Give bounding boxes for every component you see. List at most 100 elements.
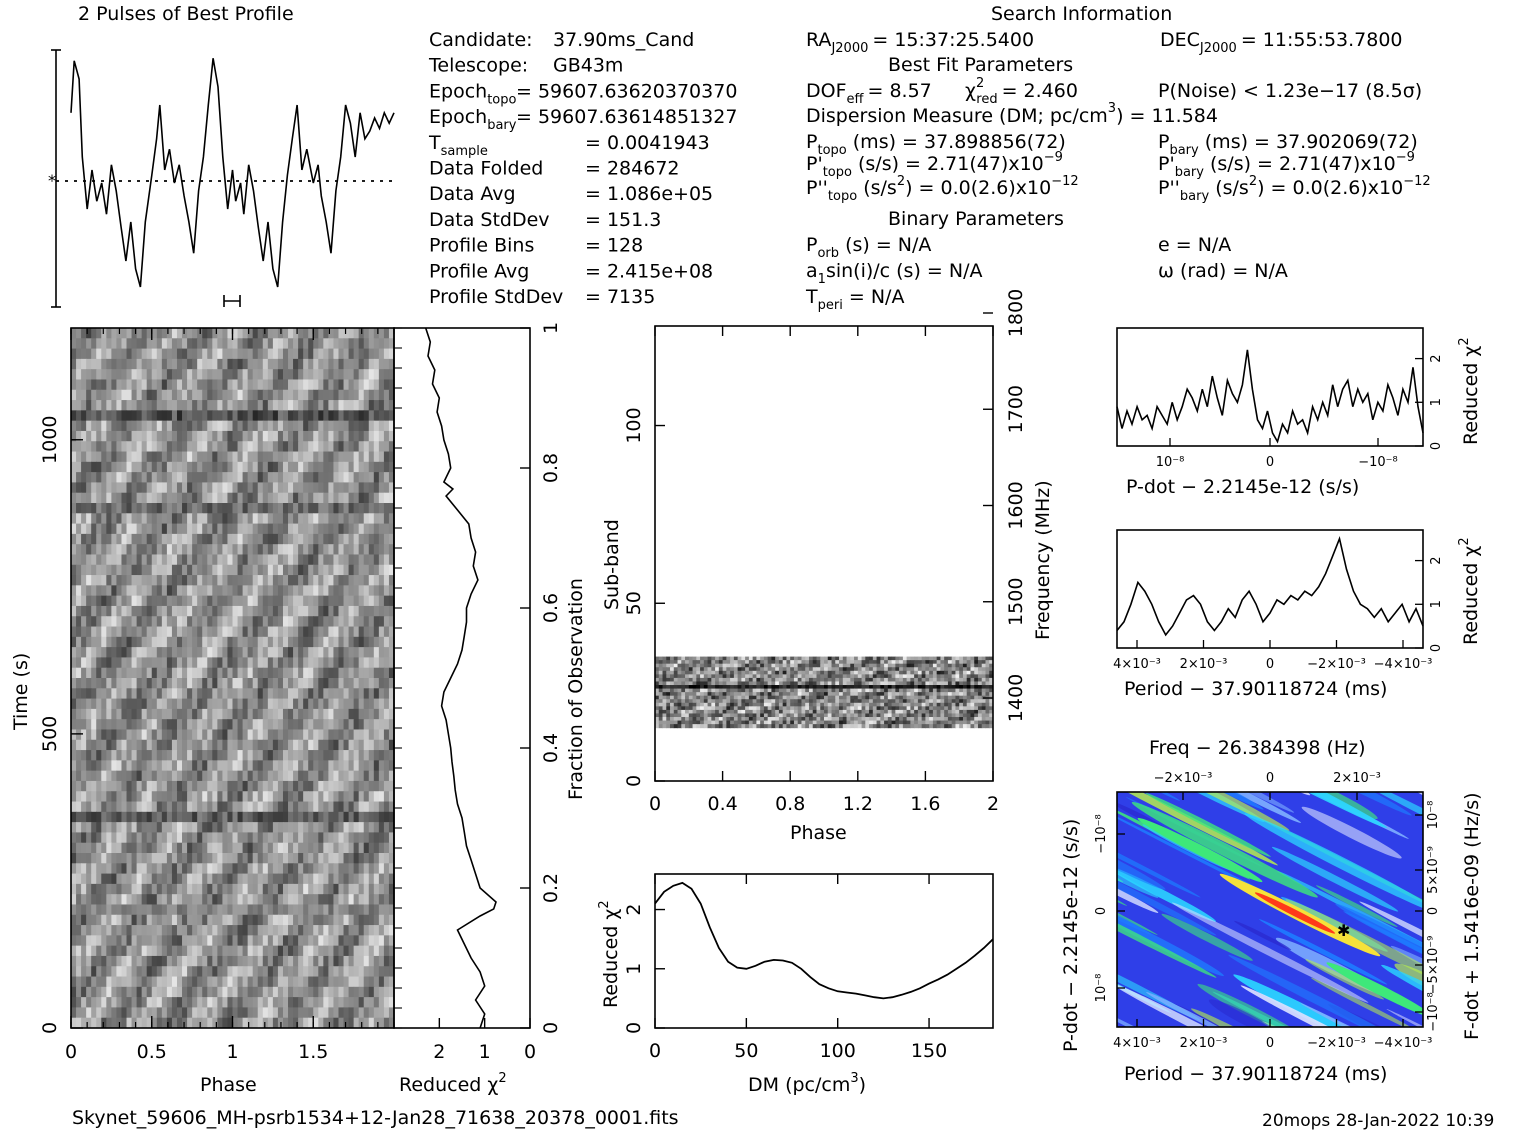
time-phase-cell — [121, 750, 128, 761]
subband-cell — [748, 660, 754, 665]
time-phase-cell — [111, 647, 118, 659]
time-phase-cell — [222, 678, 229, 689]
time-phase-cell — [303, 811, 309, 823]
time-phase-cell — [121, 688, 128, 700]
time-phase-cell — [308, 894, 314, 906]
time-phase-cell — [262, 760, 269, 772]
time-phase-cell — [252, 575, 259, 586]
subband-cell — [726, 663, 731, 668]
time-phase-cell — [126, 801, 133, 813]
time-phase-cell — [267, 688, 274, 700]
time-phase-cell — [338, 729, 345, 741]
time-phase-cell — [111, 420, 118, 432]
time-phase-cell — [388, 461, 394, 473]
time-phase-cell — [131, 605, 138, 617]
subband-cell — [947, 660, 953, 665]
time-phase-cell — [358, 708, 365, 720]
time-phase-cell — [277, 503, 284, 514]
time-phase-cell — [176, 688, 183, 700]
time-phase-cell — [373, 575, 380, 586]
time-phase-cell — [333, 544, 340, 556]
time-phase-cell — [121, 873, 128, 885]
time-phase-cell — [161, 708, 168, 720]
time-phase-cell — [212, 925, 218, 936]
subband-cell — [827, 656, 833, 661]
time-phase-cell — [202, 626, 208, 638]
time-phase-cell — [222, 873, 229, 885]
subband-cell — [925, 663, 930, 668]
time-phase-cell — [91, 482, 97, 494]
time-phase-cell — [262, 883, 269, 895]
time-phase-cell — [277, 523, 284, 535]
time-phase-cell — [86, 780, 92, 792]
time-phase-cell — [277, 925, 284, 936]
time-phase-cell — [141, 976, 148, 988]
time-phase-cell — [81, 739, 87, 751]
time-phase-cell — [373, 430, 380, 442]
time-phase-cell — [378, 544, 385, 556]
time-phase-cell — [187, 1017, 193, 1028]
subband-cell — [854, 663, 859, 668]
time-phase-cell — [76, 729, 82, 741]
time-phase-cell — [338, 626, 345, 638]
time-phase-cell — [348, 564, 355, 576]
time-phase-cell — [257, 678, 264, 689]
time-phase-cell — [288, 997, 294, 1009]
time-phase-cell — [171, 605, 178, 617]
time-phase-cell — [111, 935, 118, 947]
time-phase-cell — [222, 719, 229, 731]
time-phase-cell — [232, 945, 239, 957]
time-phase-cell — [151, 358, 158, 370]
time-phase-cell — [222, 461, 229, 473]
time-phase-cell — [343, 955, 350, 967]
time-phase-cell — [343, 554, 350, 566]
time-phase-cell — [227, 688, 234, 700]
time-phase-cell — [227, 1007, 234, 1019]
time-phase-xtick-label: 0.5 — [137, 1041, 167, 1063]
time-phase-cell — [282, 914, 289, 926]
time-phase-cell — [166, 667, 173, 679]
time-phase-cell — [227, 544, 234, 556]
time-phase-cell — [86, 966, 92, 978]
time-phase-cell — [136, 750, 143, 761]
time-phase-cell — [141, 853, 148, 864]
time-phase-cell — [252, 894, 259, 906]
subband-cell — [808, 667, 814, 672]
time-phase-cell — [383, 482, 390, 494]
time-phase-cell — [373, 863, 380, 875]
time-phase-cell — [76, 986, 82, 998]
subband-cell — [977, 667, 983, 672]
time-phase-cell — [101, 389, 107, 401]
subband-cell — [831, 663, 836, 668]
subband-cell — [812, 660, 817, 665]
time-phase-cell — [323, 873, 329, 885]
time-phase-cell — [227, 853, 234, 864]
time-phase-cell — [126, 420, 133, 432]
time-phase-cell — [353, 420, 360, 432]
time-phase-cell — [262, 451, 269, 463]
time-phase-cell — [202, 575, 208, 586]
time-phase-cell — [348, 626, 355, 638]
time-phase-cell — [136, 379, 143, 391]
time-phase-cell — [111, 955, 118, 967]
time-phase-cell — [192, 853, 198, 864]
time-phase-cell — [86, 986, 92, 998]
time-phase-cell — [86, 441, 92, 453]
time-phase-cell — [293, 966, 299, 978]
time-phase-cell — [353, 842, 360, 854]
time-phase-cell — [126, 595, 133, 607]
subband-cell — [658, 674, 664, 679]
time-phase-cell — [227, 997, 234, 1009]
time-phase-cell — [348, 554, 355, 566]
time-phase-cell — [353, 894, 360, 906]
time-phase-cell — [101, 770, 107, 782]
time-phase-cell — [96, 708, 102, 720]
time-phase-cell — [106, 986, 112, 998]
search-info-title: Search Information — [991, 3, 1172, 25]
time-phase-cell — [171, 935, 178, 947]
time-phase-cell — [232, 513, 239, 525]
time-phase-cell — [252, 647, 259, 659]
time-phase-cell — [126, 564, 133, 576]
time-phase-cell — [156, 523, 163, 535]
subband-cell — [970, 670, 975, 675]
